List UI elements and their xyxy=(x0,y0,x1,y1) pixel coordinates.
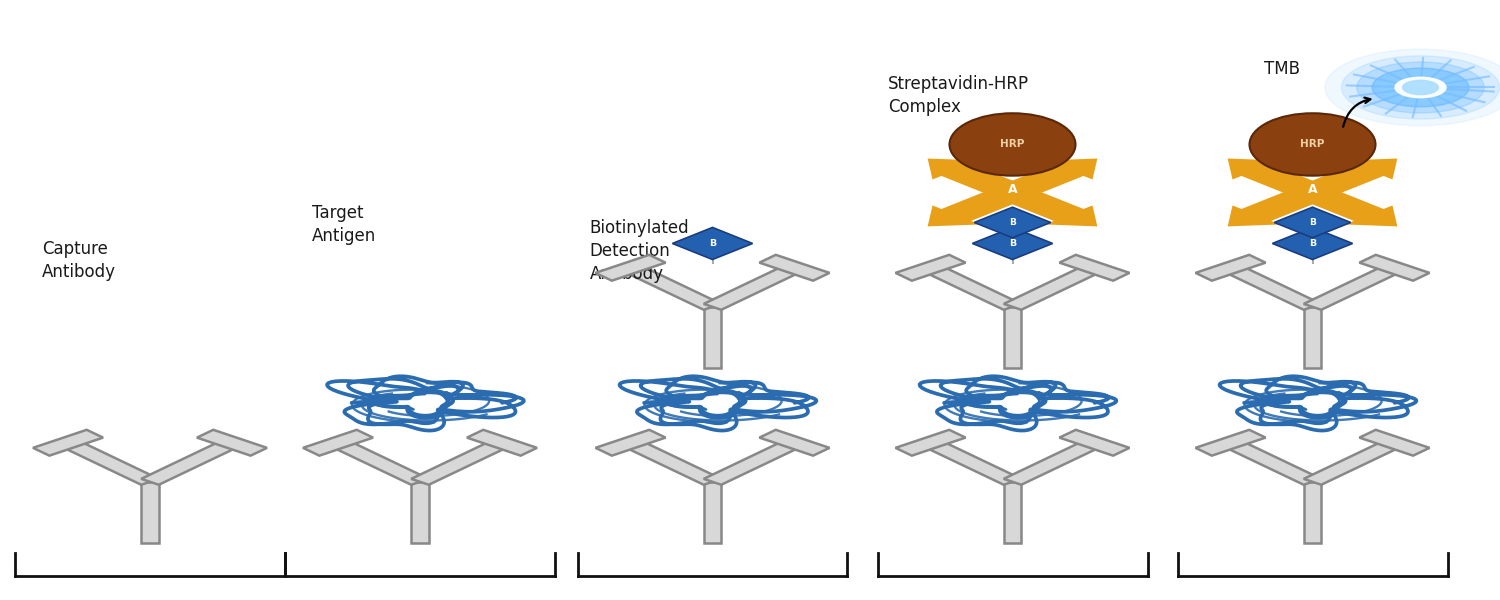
Polygon shape xyxy=(1222,440,1322,485)
Bar xyxy=(411,482,429,543)
Circle shape xyxy=(1372,68,1468,107)
Polygon shape xyxy=(1227,205,1280,226)
Polygon shape xyxy=(1227,158,1280,179)
Polygon shape xyxy=(596,430,666,455)
Polygon shape xyxy=(1304,440,1402,485)
Text: A: A xyxy=(1308,183,1317,196)
Polygon shape xyxy=(936,162,1089,223)
Polygon shape xyxy=(927,158,980,179)
Text: TMB: TMB xyxy=(1264,60,1300,78)
Bar xyxy=(1275,207,1350,238)
Polygon shape xyxy=(1236,162,1389,223)
Text: Capture
Antibody: Capture Antibody xyxy=(42,240,116,281)
Polygon shape xyxy=(1046,205,1098,226)
Bar xyxy=(1004,307,1022,368)
Circle shape xyxy=(1324,49,1500,126)
Text: B: B xyxy=(1010,218,1016,227)
Circle shape xyxy=(1395,77,1446,98)
Polygon shape xyxy=(759,430,830,455)
Bar xyxy=(1304,307,1322,368)
Polygon shape xyxy=(1059,255,1130,281)
Polygon shape xyxy=(596,255,666,281)
Polygon shape xyxy=(1359,430,1430,455)
Polygon shape xyxy=(622,265,722,310)
Polygon shape xyxy=(1196,255,1266,281)
Text: A: A xyxy=(1008,183,1017,196)
Circle shape xyxy=(1402,80,1438,95)
Polygon shape xyxy=(1346,205,1398,226)
Polygon shape xyxy=(704,440,803,485)
Circle shape xyxy=(1341,56,1500,119)
Polygon shape xyxy=(896,255,966,281)
Text: HRP: HRP xyxy=(1300,139,1324,149)
Bar xyxy=(1004,482,1022,543)
Polygon shape xyxy=(896,430,966,455)
Polygon shape xyxy=(196,430,267,455)
Polygon shape xyxy=(141,440,240,485)
Polygon shape xyxy=(330,440,429,485)
Polygon shape xyxy=(303,430,374,455)
Polygon shape xyxy=(411,440,510,485)
Polygon shape xyxy=(1346,158,1398,179)
Circle shape xyxy=(1356,62,1484,113)
Polygon shape xyxy=(1304,265,1402,310)
Polygon shape xyxy=(1236,162,1389,223)
Bar xyxy=(141,482,159,543)
Bar xyxy=(972,227,1053,260)
Polygon shape xyxy=(927,205,980,226)
Polygon shape xyxy=(1059,430,1130,455)
Polygon shape xyxy=(1196,430,1266,455)
Bar xyxy=(1272,227,1353,260)
Polygon shape xyxy=(1359,255,1430,281)
Ellipse shape xyxy=(1250,113,1376,176)
Polygon shape xyxy=(622,440,722,485)
Bar xyxy=(672,227,753,260)
Polygon shape xyxy=(922,265,1022,310)
Text: B: B xyxy=(710,239,716,248)
Text: B: B xyxy=(1310,239,1316,248)
Bar xyxy=(975,207,1050,238)
Polygon shape xyxy=(1046,158,1098,179)
Text: Biotinylated
Detection
Antibody: Biotinylated Detection Antibody xyxy=(590,219,688,283)
Bar xyxy=(704,482,722,543)
Polygon shape xyxy=(1004,440,1102,485)
Polygon shape xyxy=(759,255,830,281)
Text: Streptavidin-HRP
Complex: Streptavidin-HRP Complex xyxy=(888,75,1029,116)
Text: B: B xyxy=(1310,218,1316,227)
Text: B: B xyxy=(1010,239,1016,248)
Polygon shape xyxy=(60,440,159,485)
Polygon shape xyxy=(1004,265,1102,310)
Bar xyxy=(704,307,722,368)
Bar xyxy=(1304,482,1322,543)
Polygon shape xyxy=(466,430,537,455)
Polygon shape xyxy=(922,440,1022,485)
Polygon shape xyxy=(1222,265,1322,310)
Ellipse shape xyxy=(950,113,1076,176)
Circle shape xyxy=(1380,71,1461,104)
Text: Target
Antigen: Target Antigen xyxy=(312,204,376,245)
Polygon shape xyxy=(936,162,1089,223)
Polygon shape xyxy=(704,265,803,310)
Polygon shape xyxy=(33,430,104,455)
Text: HRP: HRP xyxy=(1000,139,1024,149)
